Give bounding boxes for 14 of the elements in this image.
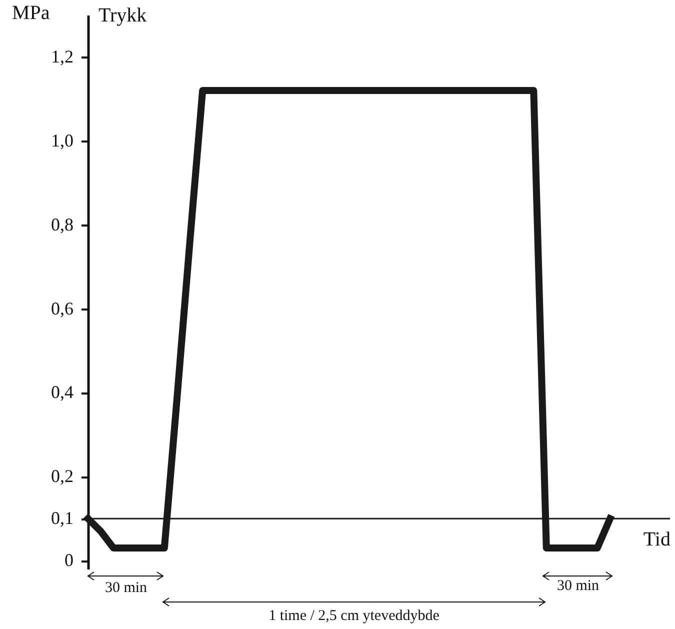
- y-tick-label: 0,6: [51, 298, 74, 318]
- y-axis-title: Trykk: [98, 4, 147, 26]
- text: MPa: [12, 2, 50, 25]
- y-tick-label: 0,1: [51, 508, 74, 528]
- y-tick-label: 0,2: [51, 466, 74, 486]
- x-axis-title: Tid: [643, 528, 670, 550]
- y-tick-label: 1,0: [51, 130, 74, 150]
- text: 30 min: [104, 580, 148, 597]
- y-tick-label: 0: [64, 550, 74, 570]
- text: 1 time / 2,5 cm yteveddybde: [268, 608, 440, 625]
- y-tick-label: 0,8: [51, 214, 74, 234]
- text: 30 min: [556, 578, 600, 595]
- y-tick-label: 0,4: [51, 382, 74, 402]
- y-tick-label: 1,2: [51, 46, 74, 66]
